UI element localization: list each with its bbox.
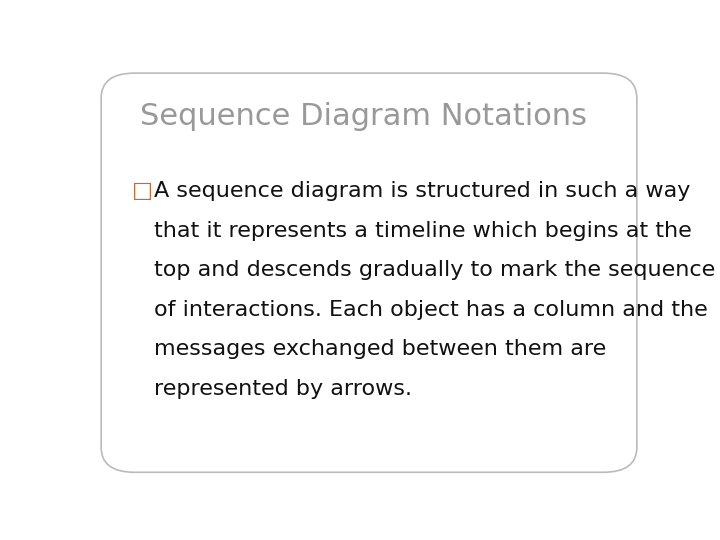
Text: top and descends gradually to mark the sequence: top and descends gradually to mark the s… [154,260,716,280]
Text: messages exchanged between them are: messages exchanged between them are [154,339,606,359]
Text: □: □ [132,181,153,201]
FancyBboxPatch shape [101,73,637,472]
Text: that it represents a timeline which begins at the: that it represents a timeline which begi… [154,221,692,241]
Text: represented by arrows.: represented by arrows. [154,379,412,399]
Text: A sequence diagram is structured in such a way: A sequence diagram is structured in such… [154,181,690,201]
Text: of interactions. Each object has a column and the: of interactions. Each object has a colum… [154,300,708,320]
Text: Sequence Diagram Notations: Sequence Diagram Notations [140,102,588,131]
